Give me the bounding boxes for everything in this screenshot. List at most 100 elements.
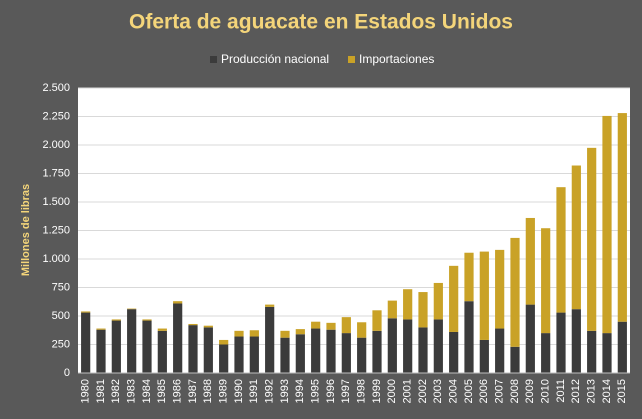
bar-segment — [203, 327, 213, 373]
bar-segment — [495, 249, 505, 329]
x-tick-label: 2012 — [570, 379, 582, 403]
bar-segment — [96, 329, 106, 373]
bar-segment — [341, 333, 351, 373]
bar-segment — [142, 320, 152, 373]
x-tick-label: 1999 — [371, 379, 383, 403]
legend-swatch — [210, 56, 217, 63]
bar-segment — [587, 147, 597, 331]
x-tick-label: 1982 — [110, 379, 122, 403]
x-tick-label: 1998 — [356, 379, 368, 403]
x-tick-label: 2010 — [540, 379, 552, 403]
legend-label: Producción nacional — [221, 52, 329, 66]
x-tick-label: 2004 — [448, 379, 460, 403]
bar-segment — [111, 319, 121, 321]
y-tick-label: 2.500 — [42, 82, 70, 94]
bar-segment — [326, 329, 336, 373]
x-tick-label: 1981 — [95, 379, 107, 403]
y-tick-label: 0 — [64, 367, 70, 379]
x-tick-label: 2005 — [463, 379, 475, 403]
y-tick-label: 500 — [52, 310, 70, 322]
legend-swatch — [348, 56, 355, 63]
bar-segment — [449, 265, 459, 332]
bar-segment — [479, 339, 489, 373]
bar-segment — [127, 309, 137, 373]
bar-segment — [157, 330, 167, 373]
bar-segment — [249, 330, 259, 337]
x-tick-label: 1995 — [310, 379, 322, 403]
x-tick-label: 1990 — [233, 379, 245, 403]
bar-segment — [495, 328, 505, 373]
y-tick-label: 750 — [52, 281, 70, 293]
x-tick-label: 2002 — [417, 379, 429, 403]
bar-segment — [142, 319, 152, 321]
y-axis-title: Millones de libras — [20, 184, 32, 276]
bar-segment — [173, 303, 183, 373]
bar-segment — [510, 237, 520, 347]
x-tick-label: 1988 — [202, 379, 214, 403]
bar-segment — [464, 252, 474, 302]
bar-segment — [617, 113, 627, 322]
bar-segment — [525, 217, 535, 305]
x-tick-label: 1991 — [248, 379, 260, 403]
y-tick-label: 2.250 — [42, 110, 70, 122]
bar-segment — [203, 325, 213, 328]
bar-segment — [556, 312, 566, 373]
x-tick-label: 1996 — [325, 379, 337, 403]
x-tick-label: 2013 — [586, 379, 598, 403]
x-tick-label: 2011 — [555, 379, 567, 403]
x-tick-label: 1987 — [187, 379, 199, 403]
bar-segment — [96, 328, 106, 330]
bar-segment — [479, 251, 489, 340]
x-tick-label: 1994 — [294, 379, 306, 403]
bar-segment — [188, 325, 198, 373]
bar-segment — [234, 330, 244, 337]
bar-segment — [418, 292, 428, 328]
bar-segment — [433, 319, 443, 373]
bar-segment — [372, 330, 382, 373]
bar-segment — [449, 331, 459, 373]
bar-segment — [403, 319, 413, 373]
bar-segment — [265, 304, 275, 307]
y-tick-label: 1.500 — [42, 196, 70, 208]
x-tick-label: 1985 — [156, 379, 168, 403]
bar-segment — [249, 336, 259, 373]
bar-segment — [541, 228, 551, 334]
legend-label: Importaciones — [359, 52, 434, 66]
bar-segment — [602, 115, 612, 334]
x-tick-label: 1984 — [141, 379, 153, 403]
chart-title: Oferta de aguacate en Estados Unidos — [129, 11, 513, 34]
y-tick-label: 1.000 — [42, 253, 70, 265]
x-tick-label: 2007 — [494, 379, 506, 403]
bar-segment — [418, 327, 428, 373]
bar-segment — [372, 310, 382, 331]
x-tick-label: 1986 — [172, 379, 184, 403]
y-tick-label: 250 — [52, 338, 70, 350]
y-tick-label: 1.250 — [42, 224, 70, 236]
bar-segment — [403, 289, 413, 320]
bar-segment — [541, 333, 551, 373]
x-tick-label: 1980 — [80, 379, 92, 403]
bar-segment — [341, 317, 351, 334]
bar-segment — [188, 323, 198, 326]
bar-segment — [311, 328, 321, 373]
x-tick-label: 2008 — [509, 379, 521, 403]
bar-segment — [387, 318, 397, 373]
bar-segment — [617, 321, 627, 373]
bar-segment — [464, 301, 474, 373]
bar-segment — [326, 322, 336, 330]
x-tick-label: 2003 — [432, 379, 444, 403]
bar-segment — [587, 330, 597, 373]
bar-segment — [111, 320, 121, 373]
bar-segment — [265, 306, 275, 373]
bar-segment — [556, 187, 566, 313]
x-tick-label: 2006 — [478, 379, 490, 403]
bar-segment — [173, 301, 183, 304]
bar-segment — [295, 334, 305, 373]
y-tick-label: 1.750 — [42, 167, 70, 179]
bar-segment — [510, 346, 520, 373]
bar-segment — [81, 312, 91, 373]
bar-segment — [602, 333, 612, 373]
bar-segment — [127, 308, 137, 310]
x-tick-label: 1983 — [126, 379, 138, 403]
